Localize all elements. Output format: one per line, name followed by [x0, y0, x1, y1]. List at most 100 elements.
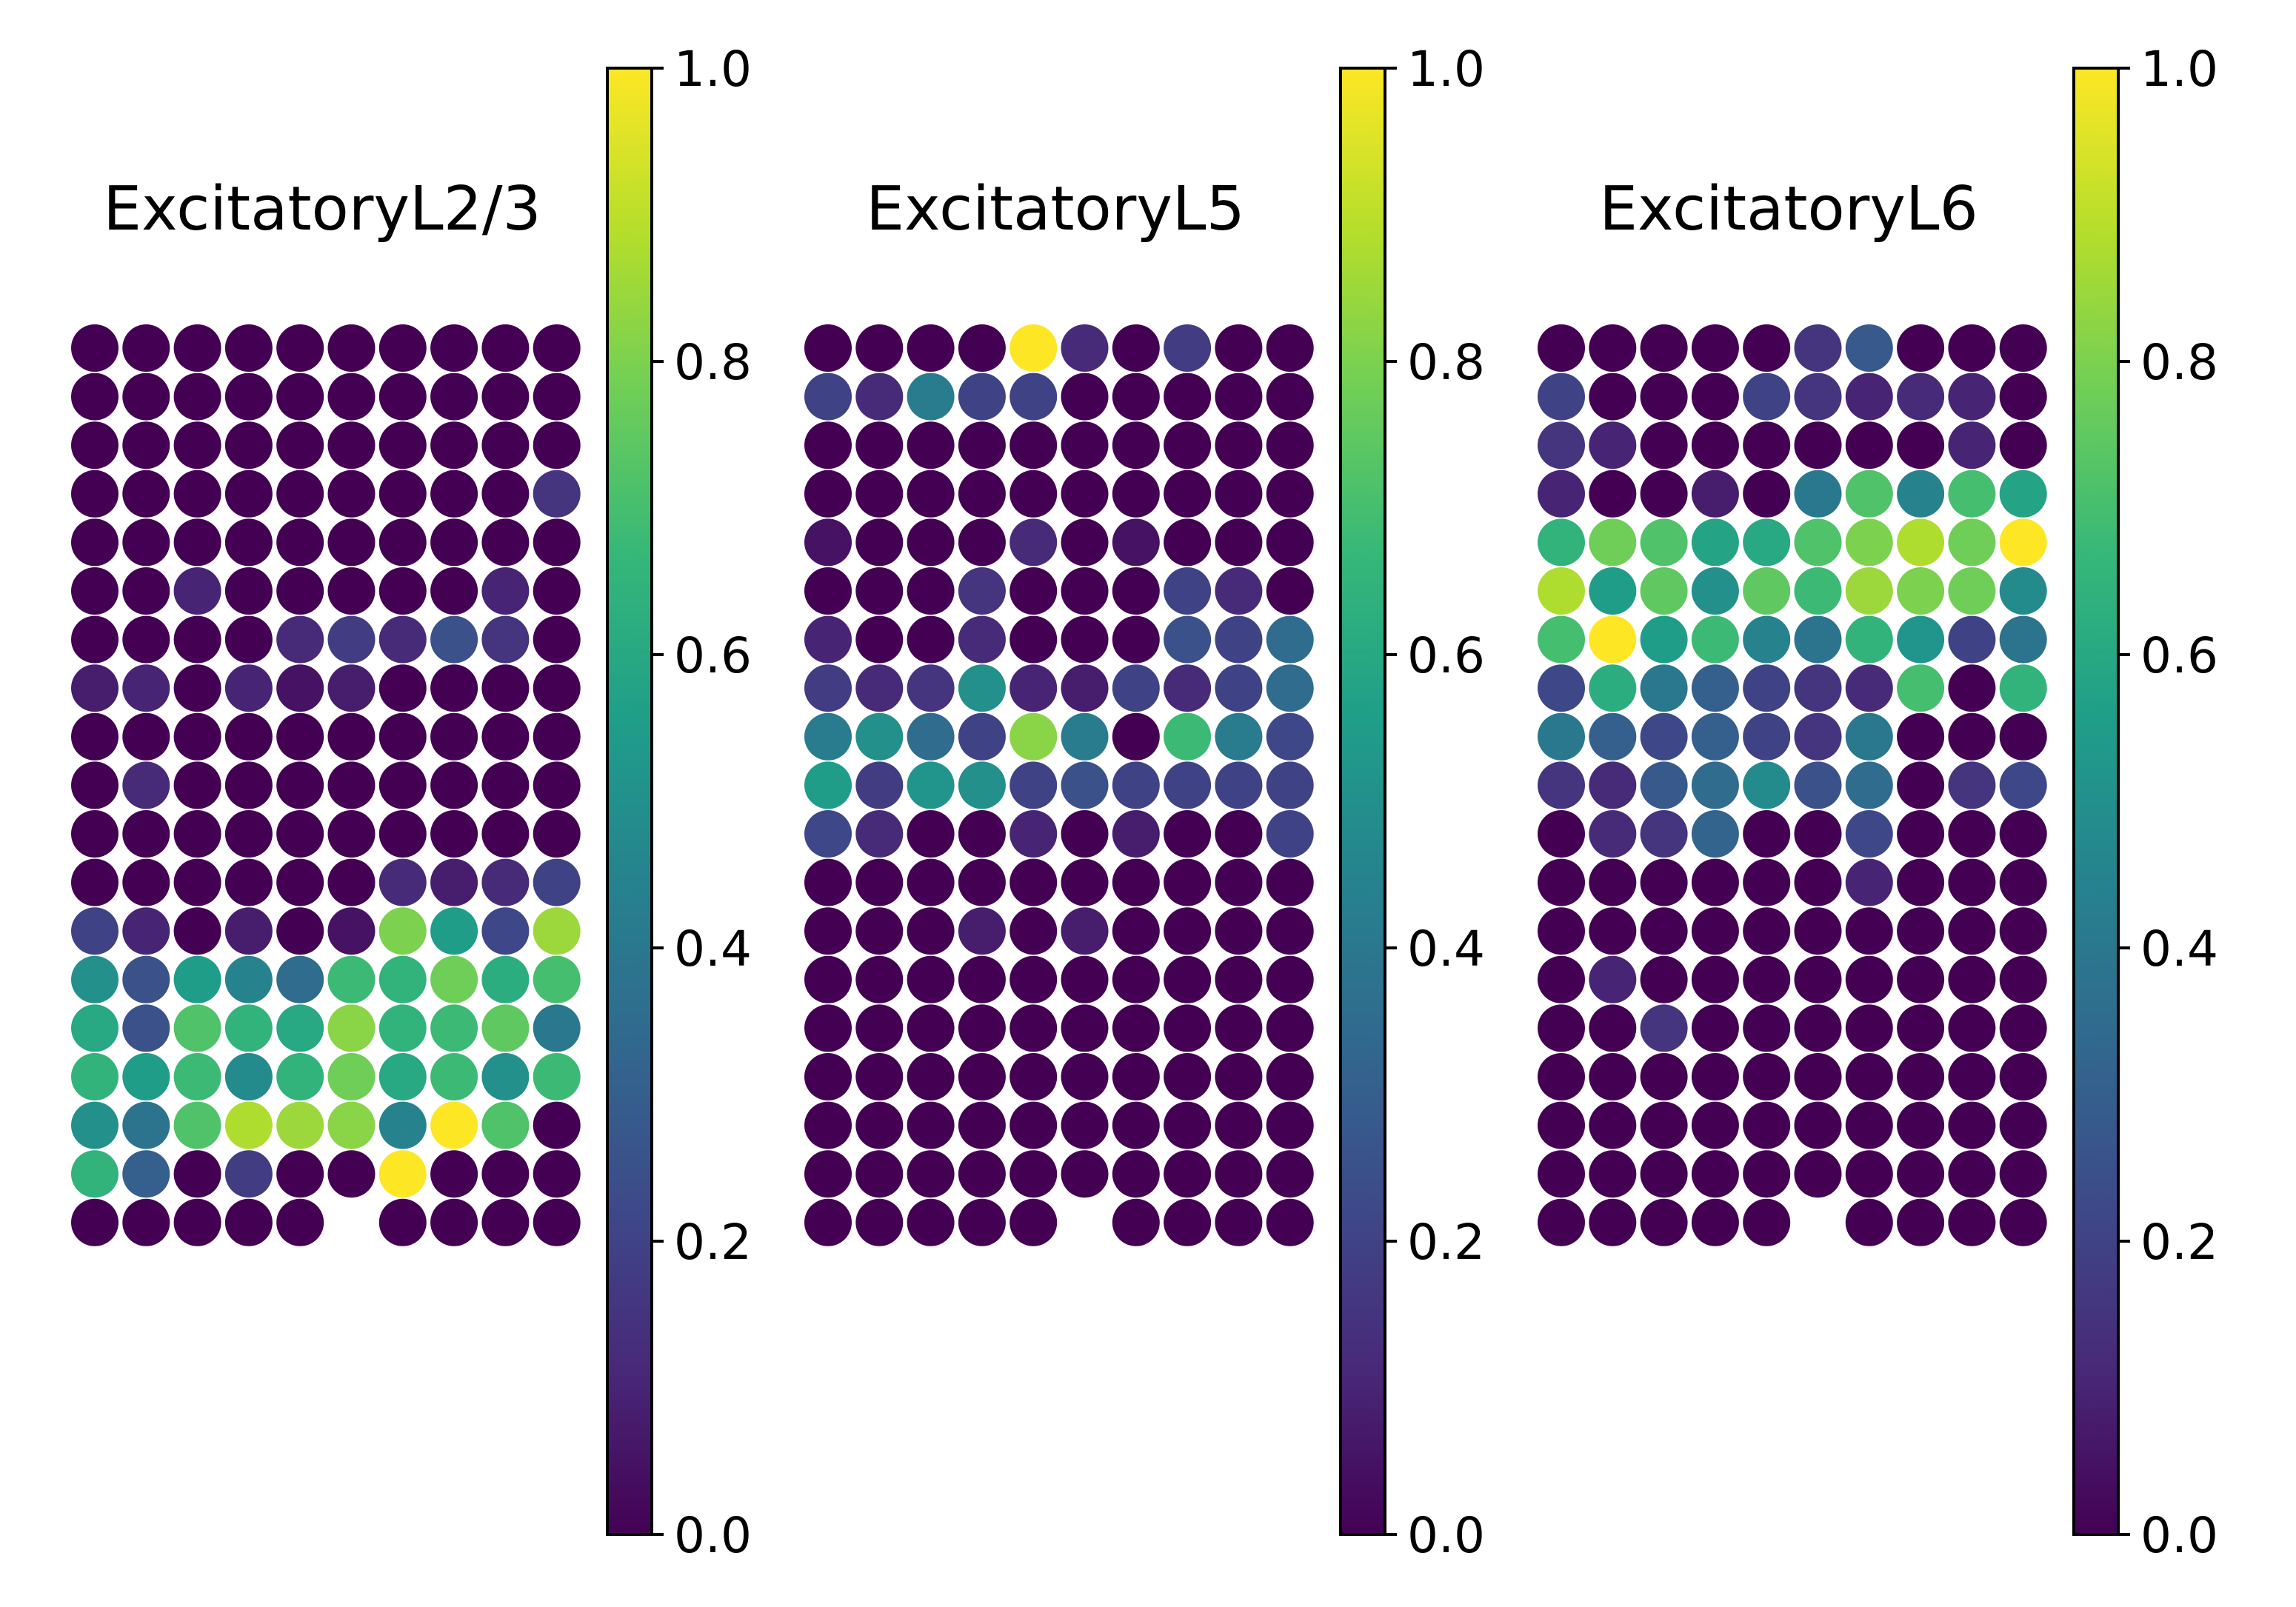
- spot-point: [430, 955, 478, 1003]
- spot-point: [1948, 372, 1996, 421]
- spot-point: [804, 907, 852, 955]
- colorbar-tick-label: 1.0: [674, 41, 752, 98]
- spot-point: [430, 907, 478, 955]
- spot-point: [958, 470, 1006, 518]
- spot-point: [1266, 615, 1314, 664]
- spot-point: [71, 712, 119, 761]
- spot-point: [1794, 1150, 1842, 1198]
- spot-point: [804, 518, 852, 567]
- spot-point: [481, 858, 530, 906]
- spot-point: [1164, 1004, 1212, 1052]
- spot-point: [855, 858, 904, 906]
- spot-point: [1845, 421, 1893, 470]
- spot-point: [1164, 1150, 1212, 1198]
- spot-point: [1112, 1198, 1160, 1246]
- spot-point: [173, 1198, 221, 1246]
- spot-point: [1845, 1198, 1893, 1246]
- spot-point: [327, 567, 376, 615]
- spot-point: [122, 907, 170, 955]
- spot-point: [533, 955, 581, 1003]
- spot-point: [276, 372, 324, 421]
- spot-point: [1897, 1053, 1945, 1100]
- spot-point: [1266, 518, 1314, 567]
- spot-point: [1845, 761, 1893, 809]
- spot-point: [1845, 810, 1893, 858]
- spot-point: [481, 810, 530, 858]
- spot-point: [1266, 761, 1314, 809]
- spot-point: [1743, 761, 1791, 809]
- spot-point: [1640, 1053, 1688, 1100]
- spot-point: [1112, 372, 1160, 421]
- spot-point: [1266, 858, 1314, 906]
- spot-point: [1164, 1053, 1212, 1100]
- spot-point: [1845, 907, 1893, 955]
- spot-point: [71, 761, 119, 809]
- spot-point: [173, 470, 221, 518]
- spot-point: [1009, 712, 1058, 761]
- spot-point: [1897, 421, 1945, 470]
- spot-point: [1948, 712, 1996, 761]
- spot-point: [327, 1150, 376, 1198]
- spot-point: [1794, 1004, 1842, 1052]
- spot-point: [533, 518, 581, 567]
- colorbar-ticks: 0.0 0.2 0.4 0.6 0.8 1.0: [652, 41, 752, 1564]
- spot-point: [804, 615, 852, 664]
- spot-point: [1743, 324, 1791, 372]
- spot-point: [1999, 567, 2047, 615]
- spot-point: [1743, 518, 1791, 567]
- spot-point: [1061, 372, 1109, 421]
- spot-point: [276, 324, 324, 372]
- spot-point: [173, 1150, 221, 1198]
- spot-point: [1009, 858, 1058, 906]
- spot-point: [327, 470, 376, 518]
- spot-point: [481, 615, 530, 664]
- spot-point: [1061, 712, 1109, 761]
- spot-point: [224, 421, 273, 470]
- spot-point: [1009, 907, 1058, 955]
- spot-point: [224, 1053, 273, 1100]
- spot-point: [1215, 1053, 1263, 1100]
- spot-point: [224, 1150, 273, 1198]
- spot-point: [1215, 955, 1263, 1003]
- spot-point: [1112, 1150, 1160, 1198]
- spot-point: [1845, 372, 1893, 421]
- spot-point: [1999, 810, 2047, 858]
- spot-point: [430, 1150, 478, 1198]
- spot-point: [804, 955, 852, 1003]
- spot-point: [430, 567, 478, 615]
- spot-point: [1845, 518, 1893, 567]
- spot-point: [122, 1101, 170, 1149]
- spot-point: [1215, 858, 1263, 906]
- spot-point: [1640, 421, 1688, 470]
- spot-point: [958, 1004, 1006, 1052]
- spot-point: [71, 1198, 119, 1246]
- spot-point: [804, 664, 852, 712]
- spot-point: [1999, 1198, 2047, 1246]
- spot-point: [1948, 470, 1996, 518]
- colorbar: 0.0 0.2 0.4 0.6 0.8 1.0: [1339, 41, 1485, 1564]
- spot-point: [173, 810, 221, 858]
- spot-point: [224, 470, 273, 518]
- spot-point: [1999, 664, 2047, 712]
- spot-point: [1266, 1101, 1314, 1149]
- spot-point: [1589, 810, 1637, 858]
- spot-point: [1061, 421, 1109, 470]
- spot-point: [1794, 615, 1842, 664]
- colorbar-tick-label: 0.8: [1407, 334, 1485, 391]
- colorbar-tick-label: 1.0: [2140, 41, 2218, 98]
- spot-point: [1112, 955, 1160, 1003]
- spot-point: [804, 1053, 852, 1100]
- spot-point: [378, 421, 427, 470]
- spot-point: [1897, 664, 1945, 712]
- colorbar: 0.0 0.2 0.4 0.6 0.8 1.0: [606, 41, 752, 1564]
- spot-point: [378, 470, 427, 518]
- spot-point: [1794, 324, 1842, 372]
- panel-excitatory-l6: ExcitatoryL6 0.0 0.2 0.4 0.6 0.8 1.0: [1538, 41, 2218, 1564]
- spot-point: [958, 810, 1006, 858]
- spot-point: [1164, 518, 1212, 567]
- spot-point: [958, 712, 1006, 761]
- spot-point: [327, 858, 376, 906]
- spot-point: [1164, 421, 1212, 470]
- spot-point: [1948, 421, 1996, 470]
- spot-point: [907, 712, 955, 761]
